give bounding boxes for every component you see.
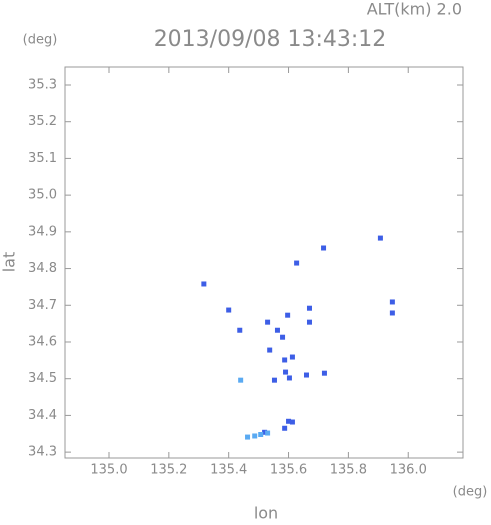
plot-frame [64, 66, 464, 459]
echo-point [389, 310, 395, 316]
echo-point [265, 430, 271, 436]
y-tick-label: 34.6 [28, 334, 57, 349]
echo-point [321, 245, 327, 251]
echo-point [377, 235, 383, 241]
echo-point [285, 312, 291, 318]
y-tick-label: 34.5 [28, 371, 57, 386]
echo-point [282, 357, 288, 363]
x-tick-label: 135.8 [330, 463, 367, 478]
echo-point [389, 299, 395, 305]
x-tick-label: 135.6 [270, 463, 307, 478]
echo-point [286, 375, 292, 381]
echo-point [274, 327, 280, 333]
echo-point [306, 319, 312, 325]
x-tick-label: 136.0 [390, 463, 427, 478]
echo-point [265, 319, 271, 325]
echo-point [245, 434, 251, 440]
echo-point [267, 347, 273, 353]
y-unit: (deg) [23, 33, 58, 48]
echo-point [286, 418, 292, 424]
x-tick-label: 135.4 [210, 463, 247, 478]
echo-point [294, 260, 300, 266]
echo-point [201, 281, 207, 287]
subtitle: ALT(km) 2.0 [367, 0, 462, 19]
x-tick-label: 135.2 [150, 463, 187, 478]
echo-point [262, 429, 268, 435]
echo-point [306, 305, 312, 311]
echo-point [252, 433, 258, 439]
y-tick-label: 34.8 [28, 261, 57, 276]
echo-point [321, 370, 327, 376]
y-tick-label: 34.9 [28, 224, 57, 239]
echo-point [289, 354, 295, 360]
y-tick-label: 35.0 [28, 188, 57, 203]
echo-point [282, 425, 288, 431]
y-tick-label: 34.4 [28, 408, 57, 423]
echo-point [226, 307, 232, 313]
echo-point [258, 432, 264, 438]
y-tick-label: 34.3 [28, 445, 57, 460]
echo-point [280, 334, 286, 340]
echo-point [289, 419, 295, 425]
echo-point [283, 369, 289, 375]
y-tick-label: 35.1 [28, 151, 57, 166]
y-axis-label: lat [0, 252, 19, 273]
echo-point [271, 377, 277, 383]
x-tick-label: 135.0 [90, 463, 127, 478]
y-tick-label: 35.3 [28, 77, 57, 92]
y-tick-label: 35.2 [28, 114, 57, 129]
echo-point [237, 327, 243, 333]
x-axis-label: lon [254, 504, 278, 522]
chart-title: 2013/09/08 13:43:12 [154, 27, 387, 52]
x-unit: (deg) [453, 485, 488, 500]
echo-point [303, 372, 309, 378]
echo-point [238, 377, 244, 383]
y-tick-label: 34.7 [28, 298, 57, 313]
